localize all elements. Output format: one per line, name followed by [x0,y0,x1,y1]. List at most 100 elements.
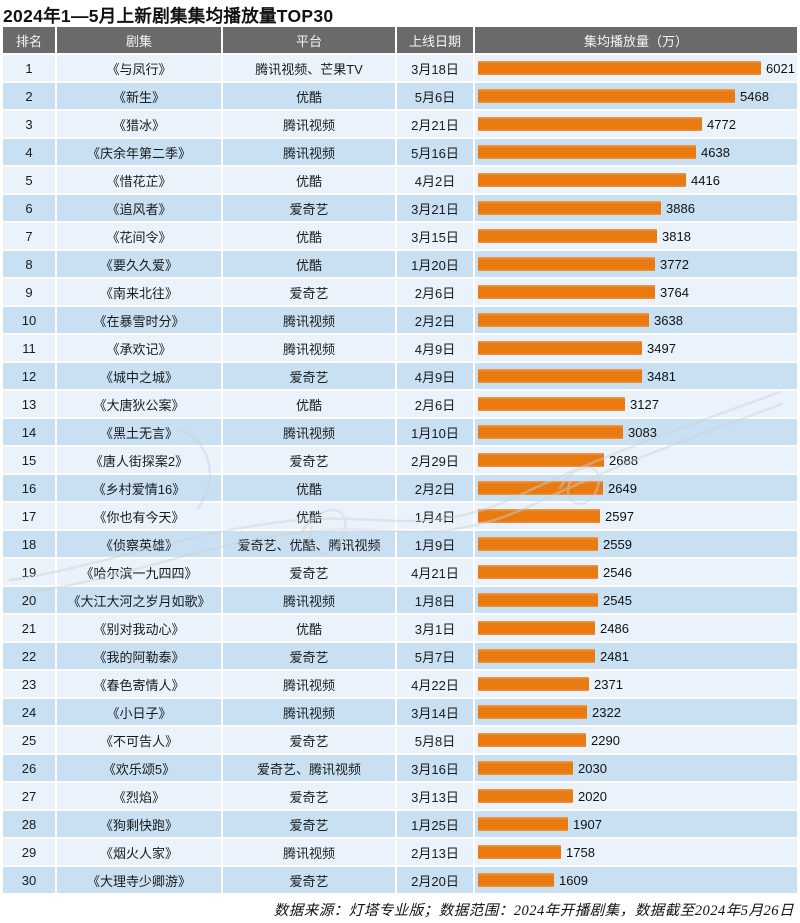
platform-cell: 爱奇艺 [223,643,395,669]
value-bar [478,817,568,831]
drama-title-cell: 《追风者》 [57,195,221,221]
bar-cell: 5468 [475,83,797,109]
platform-cell: 腾讯视频 [223,699,395,725]
rank-cell: 5 [3,167,55,193]
value-label: 3818 [662,228,691,244]
drama-title-cell: 《侦察英雄》 [57,531,221,557]
drama-title-cell: 《大江大河之岁月如歌》 [57,587,221,613]
date-cell: 2月2日 [397,307,473,333]
bar-cell: 6021 [475,55,797,81]
header-date: 上线日期 [397,27,473,53]
platform-cell: 腾讯视频 [223,419,395,445]
table-row: 1 《与凤行》 腾讯视频、芒果TV 3月18日 6021 [3,55,797,81]
bar-cell: 2688 [475,447,797,473]
rank-cell: 14 [3,419,55,445]
date-cell: 4月22日 [397,671,473,697]
value-bar [478,761,573,775]
value-bar [478,845,561,859]
date-cell: 1月10日 [397,419,473,445]
value-bar [478,733,586,747]
bar-cell: 2030 [475,755,797,781]
value-bar [478,425,623,439]
date-cell: 1月9日 [397,531,473,557]
rank-cell: 16 [3,475,55,501]
bar-cell: 1907 [475,811,797,837]
drama-title-cell: 《我的阿勒泰》 [57,643,221,669]
rank-cell: 27 [3,783,55,809]
value-label: 1609 [559,872,588,888]
bar-cell: 2546 [475,559,797,585]
table-row: 29 《烟火人家》 腾讯视频 2月13日 1758 [3,839,797,865]
value-bar [478,873,554,887]
source-note: 数据来源：灯塔专业版；数据范围：2024年开播剧集，数据截至2024年5月26日 [273,903,794,919]
header-platform: 平台 [223,27,395,53]
drama-title-cell: 《惜花芷》 [57,167,221,193]
rank-cell: 26 [3,755,55,781]
rank-cell: 24 [3,699,55,725]
bar-cell: 3818 [475,223,797,249]
table-row: 13 《大唐狄公案》 优酷 2月6日 3127 [3,391,797,417]
platform-cell: 爱奇艺、优酷、腾讯视频 [223,531,395,557]
drama-title-cell: 《城中之城》 [57,363,221,389]
date-cell: 5月16日 [397,139,473,165]
bar-cell: 2486 [475,615,797,641]
table-row: 22 《我的阿勒泰》 爱奇艺 5月7日 2481 [3,643,797,669]
platform-cell: 优酷 [223,391,395,417]
value-label: 4772 [707,116,736,132]
rank-cell: 29 [3,839,55,865]
bar-cell: 2020 [475,783,797,809]
value-label: 3764 [660,284,689,300]
platform-cell: 爱奇艺 [223,867,395,893]
platform-cell: 腾讯视频 [223,671,395,697]
value-bar [478,117,702,131]
rank-cell: 20 [3,587,55,613]
table-row: 30 《大理寺少卿游》 爱奇艺 2月20日 1609 [3,867,797,893]
drama-title-cell: 《不可告人》 [57,727,221,753]
date-cell: 3月13日 [397,783,473,809]
header-drama: 剧集 [57,27,221,53]
table-row: 14 《黑土无言》 腾讯视频 1月10日 3083 [3,419,797,445]
value-bar [478,341,642,355]
rank-cell: 10 [3,307,55,333]
drama-title-cell: 《花间令》 [57,223,221,249]
value-label: 3127 [630,396,659,412]
platform-cell: 腾讯视频 [223,839,395,865]
rank-cell: 25 [3,727,55,753]
platform-cell: 爱奇艺 [223,811,395,837]
rank-cell: 7 [3,223,55,249]
value-label: 2030 [578,760,607,776]
rank-cell: 1 [3,55,55,81]
date-cell: 2月29日 [397,447,473,473]
date-cell: 2月2日 [397,475,473,501]
table-row: 24 《小日子》 腾讯视频 3月14日 2322 [3,699,797,725]
platform-cell: 爱奇艺 [223,727,395,753]
table-row: 15 《唐人街探案2》 爱奇艺 2月29日 2688 [3,447,797,473]
rank-cell: 30 [3,867,55,893]
date-cell: 4月9日 [397,335,473,361]
drama-title-cell: 《黑土无言》 [57,419,221,445]
platform-cell: 优酷 [223,503,395,529]
value-bar [478,509,600,523]
date-cell: 3月14日 [397,699,473,725]
date-cell: 2月20日 [397,867,473,893]
table-row: 27 《烈焰》 爱奇艺 3月13日 2020 [3,783,797,809]
rank-cell: 12 [3,363,55,389]
value-bar [478,61,761,75]
rank-cell: 18 [3,531,55,557]
bar-cell: 2322 [475,699,797,725]
value-bar [478,705,587,719]
table-row: 5 《惜花芷》 优酷 4月2日 4416 [3,167,797,193]
platform-cell: 腾讯视频 [223,307,395,333]
drama-title-cell: 《大理寺少卿游》 [57,867,221,893]
platform-cell: 腾讯视频、芒果TV [223,55,395,81]
drama-title-cell: 《乡村爱情16》 [57,475,221,501]
table-body: 1 《与凤行》 腾讯视频、芒果TV 3月18日 6021 2 《新生》 优酷 5月6日 5468 3… [3,55,797,893]
drama-title-cell: 《大唐狄公案》 [57,391,221,417]
rank-cell: 2 [3,83,55,109]
bar-cell: 3083 [475,419,797,445]
bar-cell: 3481 [475,363,797,389]
rank-cell: 21 [3,615,55,641]
bar-cell: 2559 [475,531,797,557]
value-label: 2322 [592,704,621,720]
platform-cell: 爱奇艺 [223,279,395,305]
